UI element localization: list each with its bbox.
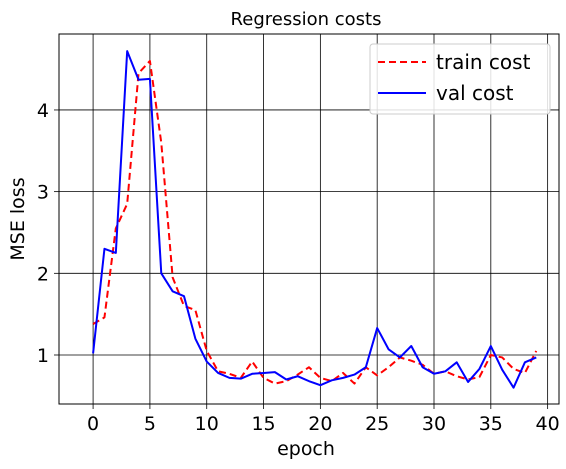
x-tick-label-30: 30 (422, 413, 446, 435)
plot-frame (58, 33, 560, 405)
x-tick-label-35: 35 (479, 413, 503, 435)
x-tick-label-40: 40 (536, 413, 560, 435)
x-tick-label-20: 20 (308, 413, 332, 435)
chart-title: Regression costs (231, 9, 382, 30)
y-tick-label-3: 3 (37, 182, 49, 204)
x-tick-label-0: 0 (87, 413, 99, 435)
y-tick-label-2: 2 (37, 263, 49, 285)
legend-label-train-cost: train cost (436, 50, 531, 74)
x-tick-label-15: 15 (251, 413, 275, 435)
y-tick-label-4: 4 (37, 100, 49, 122)
series-line-train-cost (92, 59, 538, 385)
x-tick-label-25: 25 (365, 413, 389, 435)
series-lines (92, 50, 538, 389)
x-axis-title: epoch (277, 438, 335, 460)
x-tick-label-10: 10 (195, 413, 219, 435)
y-axis-ticks: 1 2 3 4 (37, 100, 59, 367)
y-axis-title: MSE loss (7, 177, 29, 260)
y-tick-label-1: 1 (37, 345, 49, 367)
x-tick-label-5: 5 (144, 413, 156, 435)
legend: train cost val cost (369, 43, 551, 115)
series-line-val-cost (92, 50, 537, 389)
x-axis-ticks: 0 5 10 15 20 25 30 35 40 (87, 404, 560, 435)
legend-label-val-cost: val cost (436, 81, 514, 105)
